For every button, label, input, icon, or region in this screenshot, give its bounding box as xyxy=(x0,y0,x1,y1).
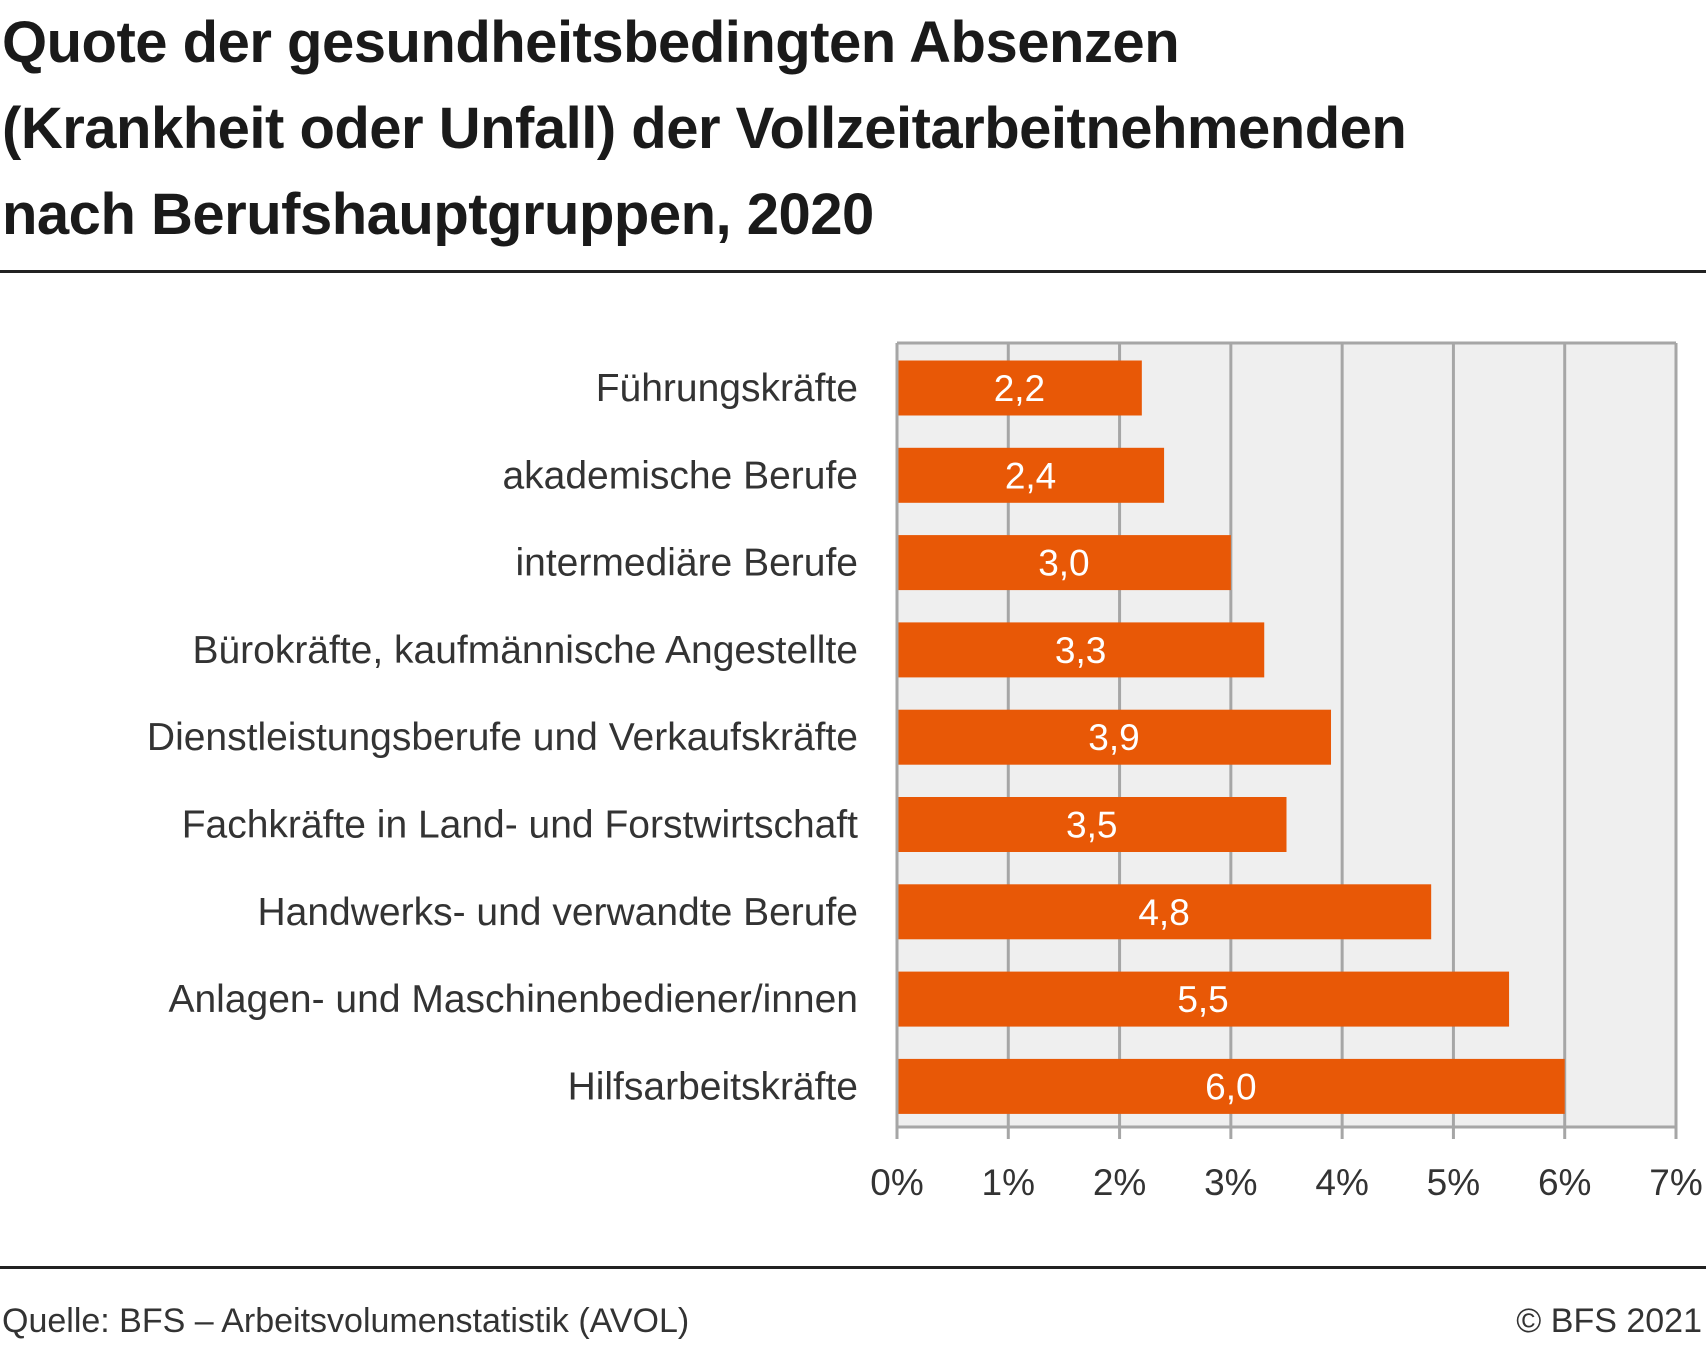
bar xyxy=(898,709,1332,765)
x-tick-label: 0% xyxy=(870,1162,923,1203)
bar-value-label: 5,5 xyxy=(1177,979,1228,1020)
bar xyxy=(898,884,1432,940)
bar xyxy=(898,447,1165,503)
category-label: Fachkräfte in Land- und Forstwirtschaft xyxy=(182,804,858,847)
title-divider xyxy=(0,270,1706,273)
x-tick-label: 3% xyxy=(1204,1162,1257,1203)
category-label: Bürokräfte, kaufmännische Angestellte xyxy=(192,629,858,672)
copyright-note: © BFS 2021 xyxy=(1516,1302,1702,1340)
bar xyxy=(898,360,1142,416)
bar xyxy=(898,535,1231,591)
category-labels: Führungskräfte akademische Berufe intermed… xyxy=(147,367,858,1108)
bar xyxy=(898,797,1287,852)
bar-value-label: 2,4 xyxy=(1005,455,1056,496)
bar-value-label: 3,0 xyxy=(1038,543,1089,584)
x-tick-label: 6% xyxy=(1538,1162,1591,1203)
x-tick-label: 5% xyxy=(1427,1162,1480,1203)
bar-value-label: 3,3 xyxy=(1055,630,1106,671)
bar-value-label: 6,0 xyxy=(1205,1066,1256,1107)
bar-value-label: 4,8 xyxy=(1138,892,1189,933)
bar xyxy=(898,971,1510,1027)
x-axis-tick-labels: 0% 1% 2% 3% 4% 5% 6% 7% xyxy=(870,1162,1702,1203)
x-tick-label: 4% xyxy=(1315,1162,1368,1203)
bar-value-label: 3,9 xyxy=(1088,717,1139,758)
bar xyxy=(898,622,1265,678)
bar-value-label: 2,2 xyxy=(994,368,1045,409)
category-label: Dienstleistungsberufe und Verkaufskräfte xyxy=(147,716,858,759)
bar-value-label: 3,5 xyxy=(1066,805,1117,846)
x-tick-label: 2% xyxy=(1093,1162,1146,1203)
x-tick-label: 7% xyxy=(1649,1162,1702,1203)
chart-title: Quote der gesundheitsbedingten Absenzen … xyxy=(2,10,1407,247)
footer-divider xyxy=(0,1266,1706,1269)
x-tick-label: 1% xyxy=(982,1162,1035,1203)
category-label: Führungskräfte xyxy=(596,367,858,410)
category-label: Anlagen- und Maschinenbediener/innen xyxy=(168,978,858,1021)
value-labels: 2,2 2,4 3,0 3,3 3,9 3,5 4,8 5,5 6,0 xyxy=(994,368,1257,1107)
category-label: Handwerks- und verwandte Berufe xyxy=(258,891,858,934)
bars xyxy=(898,360,1565,1114)
category-label: Hilfsarbeitskräfte xyxy=(568,1065,858,1108)
category-label: akademische Berufe xyxy=(502,454,858,497)
category-label: intermediäre Berufe xyxy=(515,542,858,585)
source-note: Quelle: BFS – Arbeitsvolumenstatistik (A… xyxy=(2,1302,690,1340)
bar-chart: Führungskräfte akademische Berufe intermed… xyxy=(147,341,1703,1203)
bar xyxy=(898,1058,1565,1114)
